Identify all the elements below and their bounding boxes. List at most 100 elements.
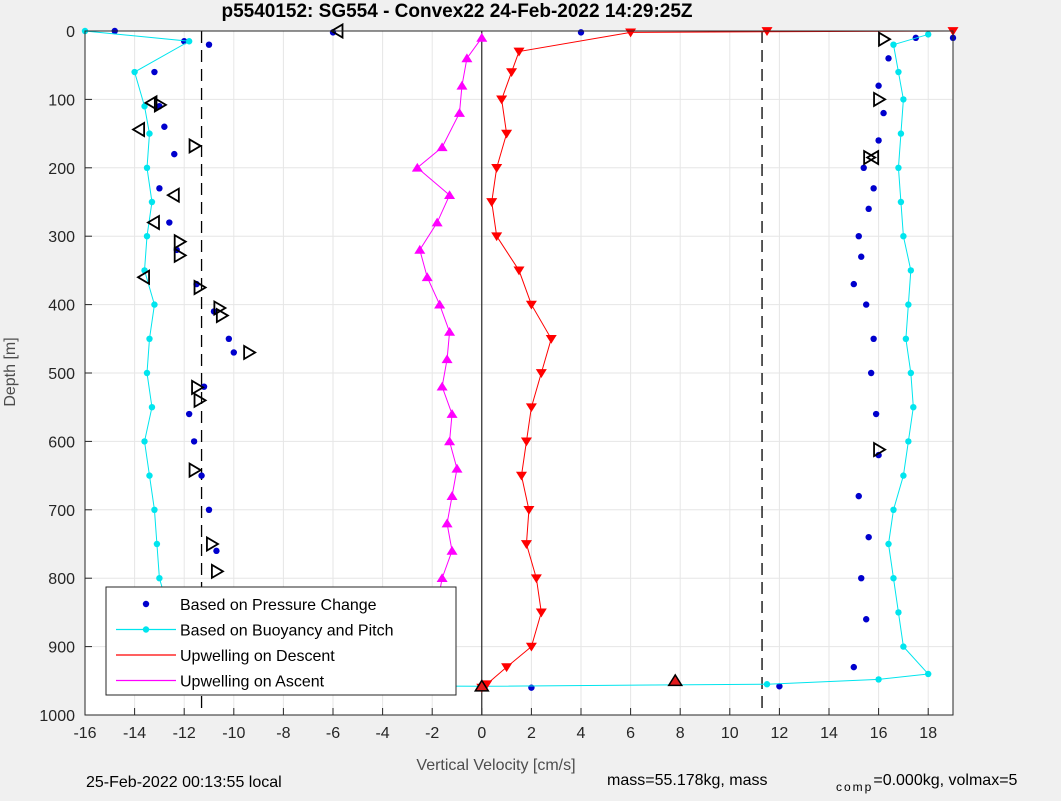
data-point xyxy=(166,219,173,226)
open-triangle-marker xyxy=(188,462,203,479)
x-tick-label: 16 xyxy=(870,725,888,742)
data-point xyxy=(905,301,912,308)
open-triangle-marker xyxy=(173,247,188,264)
data-point xyxy=(863,301,870,308)
data-point xyxy=(185,410,193,418)
x-tick-label: -8 xyxy=(276,725,290,742)
data-point xyxy=(897,198,905,206)
data-point xyxy=(900,233,907,240)
data-point xyxy=(875,82,882,89)
legend-item: Based on Pressure Change xyxy=(142,597,377,614)
y-tick-label: 400 xyxy=(48,298,75,315)
open-triangle-marker xyxy=(865,149,880,166)
data-point xyxy=(436,142,448,152)
x-tick-label: 18 xyxy=(919,725,937,742)
data-point xyxy=(875,676,882,683)
y-tick-label: 0 xyxy=(66,24,75,41)
footer-mass-text: mass=55.178kg, mass xyxy=(607,772,768,789)
data-point xyxy=(501,663,513,673)
legend-box xyxy=(105,586,457,696)
x-tick-label: 4 xyxy=(577,725,586,742)
data-point xyxy=(525,403,537,413)
data-point xyxy=(451,463,463,473)
data-point xyxy=(863,616,870,623)
data-point xyxy=(530,574,542,584)
open-triangle-marker xyxy=(191,379,205,396)
y-tick-label: 500 xyxy=(48,366,75,383)
data-point xyxy=(156,575,163,582)
data-point xyxy=(855,492,862,500)
data-point xyxy=(515,471,527,481)
data-point xyxy=(476,32,488,42)
footer-mass: mass=55.178kg, mass xyxy=(607,772,768,790)
y-tick-label: 800 xyxy=(48,571,75,588)
data-point xyxy=(461,53,473,63)
legend: Based on Pressure Change Based on Buoyanc… xyxy=(105,586,457,696)
data-point xyxy=(890,575,897,582)
open-triangle-marker xyxy=(166,187,180,204)
open-triangle-marker xyxy=(188,137,203,154)
data-point xyxy=(491,163,503,173)
footer-comp: comp=0.000kg, volmax=5 xyxy=(836,772,1017,794)
data-point xyxy=(885,540,892,548)
data-point xyxy=(446,491,458,500)
data-point xyxy=(897,130,905,137)
data-point xyxy=(230,349,237,356)
data-point xyxy=(436,573,448,583)
data-point xyxy=(895,164,902,171)
data-point xyxy=(525,642,537,652)
x-tick-label: 8 xyxy=(676,725,685,742)
dive-marker xyxy=(473,679,490,692)
open-triangle-marker xyxy=(878,31,892,48)
data-point xyxy=(872,410,880,418)
open-triangle-marker xyxy=(153,96,168,113)
data-point xyxy=(523,505,535,515)
data-point xyxy=(453,108,465,117)
x-tick-label: 10 xyxy=(721,725,739,742)
open-triangle-marker xyxy=(173,233,188,250)
chart-title: p5540152: SG554 - Convex22 24-Feb-2022 1… xyxy=(221,1,692,22)
data-point xyxy=(776,683,783,690)
data-point xyxy=(850,663,857,671)
data-point xyxy=(761,27,773,36)
data-point xyxy=(444,190,456,200)
data-point xyxy=(156,185,163,192)
data-point xyxy=(151,68,158,76)
data-point xyxy=(153,540,161,548)
data-point xyxy=(414,244,426,254)
data-point xyxy=(431,217,443,227)
data-point xyxy=(456,80,468,90)
x-tick-label: -2 xyxy=(425,725,439,742)
data-point xyxy=(151,506,158,513)
data-point xyxy=(902,335,910,342)
data-point xyxy=(890,506,897,513)
series-line xyxy=(84,30,930,687)
data-point xyxy=(151,301,158,308)
open-triangle-marker xyxy=(215,307,230,324)
data-point xyxy=(900,472,907,479)
data-point xyxy=(907,369,915,377)
footer-local-time: 25-Feb-2022 00:13:55 local xyxy=(86,774,282,791)
data-point xyxy=(860,164,867,171)
data-point xyxy=(436,381,448,391)
open-triangle-marker xyxy=(131,121,146,138)
data-point xyxy=(441,518,453,528)
data-point xyxy=(895,609,902,616)
data-point xyxy=(441,354,453,364)
data-point xyxy=(880,109,887,117)
y-axis-label: Depth [m] xyxy=(2,337,19,406)
data-point xyxy=(131,68,138,76)
data-point xyxy=(213,547,220,555)
data-point xyxy=(900,643,907,650)
data-point xyxy=(171,150,178,158)
data-point xyxy=(763,681,771,688)
data-point xyxy=(535,369,547,378)
x-axis-label: Vertical Velocity [cm/s] xyxy=(416,757,575,774)
data-point xyxy=(146,472,153,479)
data-point xyxy=(513,266,525,276)
data-point xyxy=(870,335,877,342)
legend-label: Upwelling on Descent xyxy=(180,648,335,665)
y-tick-label: 1000 xyxy=(39,708,75,725)
data-point xyxy=(535,608,547,618)
